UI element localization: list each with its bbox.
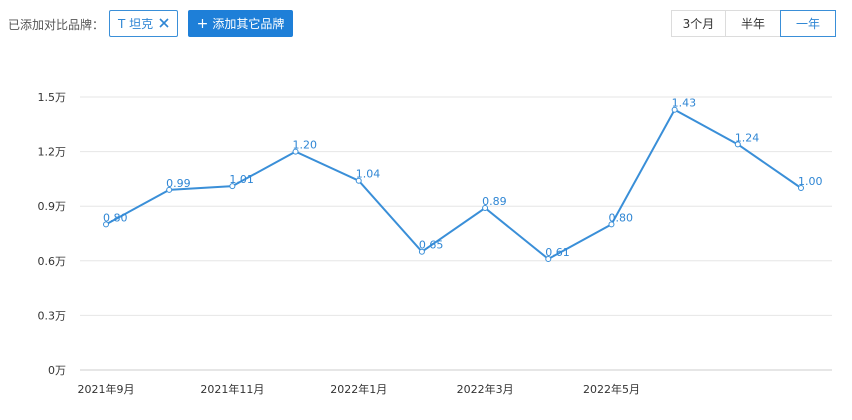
data-point bbox=[798, 185, 804, 191]
y-tick-label: 1.5万 bbox=[38, 91, 67, 104]
range-3-months-button[interactable]: 3个月 bbox=[671, 10, 726, 37]
data-point bbox=[418, 248, 425, 255]
data-label: 0.61 bbox=[545, 246, 570, 259]
brand-tag-tank[interactable]: T 坦克 bbox=[109, 10, 178, 37]
data-point bbox=[608, 221, 615, 228]
data-label: 0.65 bbox=[419, 239, 444, 252]
data-label: 0.80 bbox=[608, 211, 633, 224]
x-tick-label: 2021年9月 bbox=[78, 382, 135, 396]
y-tick-label: 0.9万 bbox=[38, 200, 67, 213]
data-point bbox=[545, 255, 552, 262]
x-tick-label: 2022年1月 bbox=[330, 382, 387, 396]
data-point bbox=[671, 106, 678, 113]
brand-tag-label: T 坦克 bbox=[118, 17, 154, 31]
time-range-selector: 3个月 半年 一年 bbox=[671, 10, 836, 37]
data-label: 0.99 bbox=[166, 177, 191, 190]
range-one-year-button[interactable]: 一年 bbox=[780, 10, 836, 37]
add-brand-button[interactable]: + 添加其它品牌 bbox=[188, 10, 293, 37]
range-half-year-button[interactable]: 半年 bbox=[725, 10, 781, 37]
data-point bbox=[229, 183, 236, 190]
brand-compare-toolbar: 已添加对比品牌： T 坦克 + 添加其它品牌 3个月 半年 一年 bbox=[0, 0, 852, 48]
data-label: 0.89 bbox=[482, 195, 507, 208]
data-label: 1.04 bbox=[356, 168, 381, 181]
data-point bbox=[166, 186, 173, 193]
plus-icon: + bbox=[196, 15, 209, 32]
data-label: 1.00 bbox=[798, 175, 823, 188]
data-label: 1.01 bbox=[229, 173, 254, 186]
y-tick-label: 1.2万 bbox=[38, 146, 67, 159]
data-point bbox=[292, 148, 299, 155]
y-tick-label: 0.3万 bbox=[38, 309, 67, 322]
data-point bbox=[355, 177, 362, 184]
data-label: 1.20 bbox=[293, 139, 318, 152]
sales-line-chart: 0万 0.3万 0.6万 0.9万 1.2万 1.5万 2021年9月 2021年11月 202… bbox=[38, 91, 832, 396]
data-label: 1.43 bbox=[672, 97, 697, 110]
series-line bbox=[105, 108, 802, 261]
data-point bbox=[103, 221, 109, 228]
data-label: 1.24 bbox=[735, 131, 760, 144]
data-point bbox=[482, 205, 489, 212]
x-tick-label: 2022年3月 bbox=[457, 382, 514, 396]
data-label: 0.80 bbox=[103, 211, 128, 224]
close-icon[interactable] bbox=[157, 16, 171, 30]
data-point bbox=[734, 141, 741, 148]
compare-label: 已添加对比品牌： bbox=[8, 18, 105, 32]
add-brand-label: 添加其它品牌 bbox=[212, 17, 285, 31]
y-tick-label: 0.6万 bbox=[38, 255, 67, 268]
y-tick-label: 0万 bbox=[48, 364, 66, 377]
x-tick-label: 2022年5月 bbox=[583, 382, 640, 396]
x-tick-label: 2021年11月 bbox=[200, 382, 264, 396]
